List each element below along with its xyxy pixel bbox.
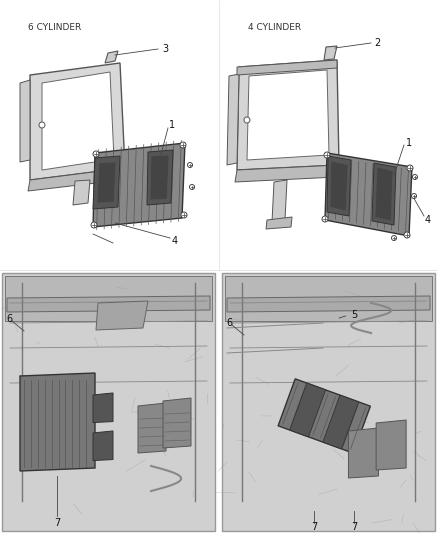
Polygon shape <box>290 383 325 437</box>
Circle shape <box>324 152 330 158</box>
Polygon shape <box>237 60 337 75</box>
Text: 4 CYLINDER: 4 CYLINDER <box>248 23 301 32</box>
Polygon shape <box>323 395 359 449</box>
Polygon shape <box>278 379 371 453</box>
Polygon shape <box>349 428 378 478</box>
Circle shape <box>181 212 187 218</box>
Polygon shape <box>272 180 287 222</box>
Text: 7: 7 <box>351 522 357 532</box>
Text: 6 CYLINDER: 6 CYLINDER <box>28 23 81 32</box>
Polygon shape <box>324 46 337 60</box>
Polygon shape <box>138 403 166 453</box>
Polygon shape <box>93 156 120 209</box>
Polygon shape <box>147 150 173 205</box>
Text: 6: 6 <box>6 314 12 324</box>
Polygon shape <box>93 393 113 423</box>
Polygon shape <box>42 72 114 170</box>
Polygon shape <box>28 168 125 191</box>
Text: 2: 2 <box>374 38 380 48</box>
Circle shape <box>180 142 186 148</box>
Polygon shape <box>237 60 339 170</box>
Polygon shape <box>96 301 148 330</box>
Circle shape <box>187 163 192 167</box>
Circle shape <box>404 232 410 238</box>
Text: 4: 4 <box>172 236 178 246</box>
Circle shape <box>190 184 194 190</box>
Polygon shape <box>225 276 432 321</box>
Text: 7: 7 <box>54 518 60 528</box>
Text: 7: 7 <box>311 522 318 532</box>
Polygon shape <box>7 296 210 312</box>
Polygon shape <box>30 63 125 180</box>
Polygon shape <box>150 155 169 200</box>
Text: 5: 5 <box>351 310 357 320</box>
Polygon shape <box>5 276 212 321</box>
Polygon shape <box>375 167 393 221</box>
Circle shape <box>407 165 413 171</box>
Text: 3: 3 <box>162 44 168 54</box>
Circle shape <box>244 117 250 123</box>
Polygon shape <box>20 80 30 162</box>
Polygon shape <box>105 51 118 63</box>
Polygon shape <box>376 420 406 470</box>
Text: 1: 1 <box>169 120 175 130</box>
Polygon shape <box>325 153 412 236</box>
Circle shape <box>39 122 45 128</box>
Circle shape <box>392 236 396 240</box>
Circle shape <box>413 174 417 180</box>
Circle shape <box>411 193 417 198</box>
Bar <box>2 273 215 531</box>
Polygon shape <box>327 156 351 216</box>
Polygon shape <box>163 398 191 448</box>
Polygon shape <box>20 373 95 471</box>
Polygon shape <box>247 70 329 160</box>
Text: 4: 4 <box>425 215 431 225</box>
Circle shape <box>91 222 97 228</box>
Circle shape <box>322 216 328 222</box>
Bar <box>222 273 435 531</box>
Polygon shape <box>266 217 292 229</box>
Polygon shape <box>97 162 116 203</box>
Polygon shape <box>93 431 113 461</box>
Text: 1: 1 <box>406 138 412 148</box>
Text: 6: 6 <box>226 318 232 328</box>
Polygon shape <box>235 165 339 182</box>
Polygon shape <box>227 74 239 165</box>
Polygon shape <box>93 143 185 227</box>
Polygon shape <box>330 161 348 211</box>
Circle shape <box>93 151 99 157</box>
Polygon shape <box>372 163 396 225</box>
Polygon shape <box>73 180 90 205</box>
Polygon shape <box>227 296 430 312</box>
